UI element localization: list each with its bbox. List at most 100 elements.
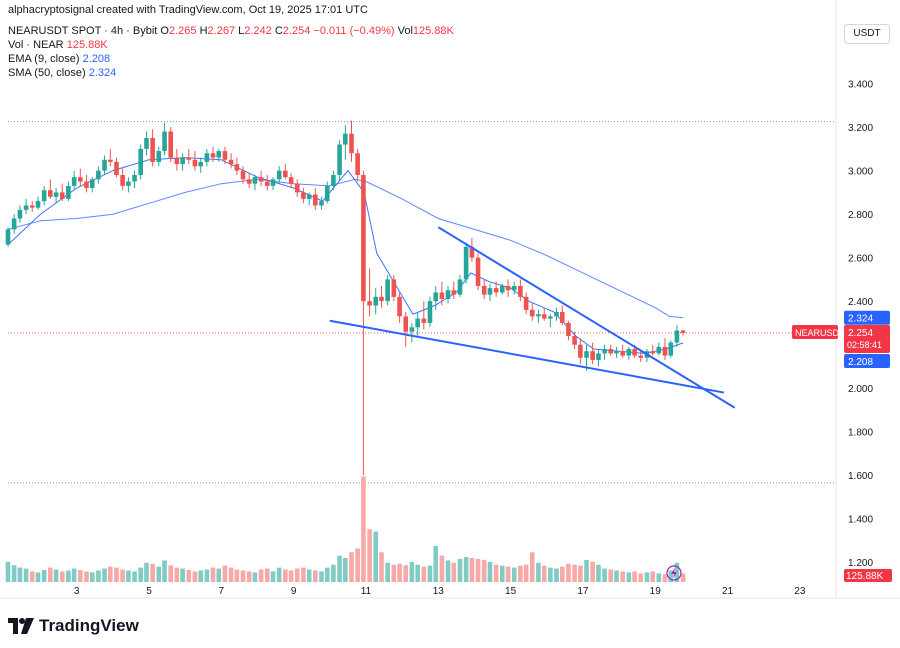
x-tick-label: 7	[219, 586, 225, 597]
candle-body	[258, 177, 264, 182]
candle-body	[379, 296, 384, 302]
y-tick-label: 3.000	[848, 167, 873, 178]
candle-body	[162, 131, 167, 152]
volume-bar	[403, 565, 409, 582]
volume-bar	[415, 564, 420, 582]
legend-symbol-row[interactable]: NEARUSDT SPOT · 4h · Bybit O2.265 H2.267…	[8, 24, 454, 38]
volume-bar	[283, 569, 288, 582]
candle-body	[511, 285, 517, 291]
x-tick-label: 13	[433, 586, 445, 597]
lightning-icon-circle	[666, 565, 682, 581]
volume-bar	[421, 566, 427, 582]
candle-body	[198, 161, 204, 167]
candle-body	[228, 159, 234, 165]
candle-body	[650, 351, 655, 354]
volume-bar	[355, 548, 360, 582]
y-tick-label: 1.800	[848, 428, 873, 439]
candle-body	[89, 179, 95, 189]
candle-body	[234, 164, 240, 171]
volume-bar	[475, 558, 481, 582]
volume-bar	[590, 561, 595, 582]
volume-bar	[385, 562, 390, 582]
candle-body	[150, 138, 155, 162]
volume-tag-label: 125.88K	[846, 571, 884, 582]
candle-body	[602, 349, 607, 354]
volume-bar	[457, 558, 463, 582]
candle-body	[120, 174, 125, 186]
close-label: C	[274, 25, 283, 37]
legend-ema-row[interactable]: EMA (9, close) 2.208	[8, 52, 454, 66]
candle-body	[264, 181, 270, 186]
x-tick-label: 15	[505, 586, 517, 597]
sma-tag-label: 2.324	[848, 314, 873, 325]
volume-bar	[427, 565, 433, 582]
candle-body	[186, 157, 192, 160]
volume-bar	[373, 531, 379, 582]
volume-bar	[493, 564, 499, 582]
candle-body	[421, 318, 427, 323]
ema-9-line	[7, 157, 684, 354]
volume-bar	[228, 567, 234, 582]
volume-bar	[343, 558, 348, 582]
candle-body	[102, 159, 107, 171]
candle-body	[403, 316, 409, 332]
candle-body	[66, 185, 71, 199]
x-tick-label: 17	[577, 586, 589, 597]
volume-bar	[108, 566, 113, 582]
candle-body	[439, 292, 445, 299]
volume-bar	[78, 570, 83, 582]
volume-tag-bg	[844, 569, 892, 582]
legend-sma-row[interactable]: SMA (50, close) 2.324	[8, 66, 454, 80]
volume-bar	[313, 570, 318, 582]
high-value: 2.267	[207, 25, 236, 37]
candle-body	[397, 296, 402, 317]
candle-body	[23, 205, 29, 210]
volume-bar	[102, 568, 107, 582]
volume-bar	[668, 570, 674, 582]
candle-body	[559, 312, 565, 323]
volume-bar	[439, 555, 445, 582]
candle-body	[355, 153, 360, 175]
candle-body	[554, 312, 559, 317]
volume-bar	[144, 562, 149, 582]
volume-bar	[337, 555, 342, 582]
volume-bar	[71, 568, 77, 582]
volume-bar	[270, 571, 276, 582]
volume-bar	[288, 570, 294, 582]
volume-bar	[499, 565, 505, 582]
candle-body	[415, 318, 420, 328]
candle-body	[331, 174, 336, 186]
candle-body	[680, 330, 686, 333]
tradingview-logo[interactable]: TradingView	[8, 614, 139, 638]
ema-value: 2.208	[82, 53, 111, 65]
candle-body	[29, 205, 35, 208]
candle-body	[469, 246, 475, 258]
candle-body	[463, 246, 469, 280]
volume-bar	[294, 568, 300, 582]
candle-body	[487, 288, 493, 295]
volume-bar	[89, 572, 95, 582]
x-tick-label: 5	[146, 586, 152, 597]
candle-body	[541, 314, 547, 319]
volume-bar	[650, 571, 655, 582]
countdown-label: 02:58:41	[847, 340, 882, 350]
currency-button[interactable]: USDT	[844, 24, 890, 44]
change-value: −0.011 (−0.49%)	[313, 25, 395, 37]
candle-body	[324, 185, 330, 202]
volume-bar	[319, 571, 324, 582]
candle-body	[288, 177, 294, 184]
volume-bar	[554, 568, 559, 582]
legend-volume-row[interactable]: Vol · NEAR 125.88K	[8, 38, 454, 52]
candle-body	[78, 177, 83, 182]
symbol-label: NEARUSDT SPOT · 4h · Bybit	[8, 25, 158, 37]
candle-body	[35, 201, 41, 208]
candle-body	[523, 296, 529, 310]
candle-body	[481, 285, 487, 295]
volume-bar	[391, 564, 397, 582]
volume-bar	[662, 574, 668, 582]
ema-tag-bg	[844, 353, 890, 368]
candle-body	[5, 229, 11, 245]
candle-body	[572, 335, 577, 345]
y-tick-label: 1.200	[848, 558, 873, 569]
